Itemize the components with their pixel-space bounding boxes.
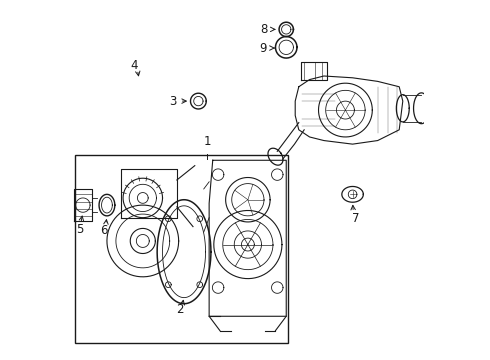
Text: 5: 5 <box>75 222 83 236</box>
Text: 6: 6 <box>100 224 108 238</box>
Text: 9: 9 <box>260 41 267 54</box>
Bar <box>74 155 288 343</box>
Text: 2: 2 <box>176 303 183 316</box>
Text: 8: 8 <box>260 23 267 36</box>
Text: 4: 4 <box>131 59 138 72</box>
Text: 1: 1 <box>204 135 211 148</box>
Text: 7: 7 <box>352 212 359 225</box>
Text: 3: 3 <box>169 95 176 108</box>
